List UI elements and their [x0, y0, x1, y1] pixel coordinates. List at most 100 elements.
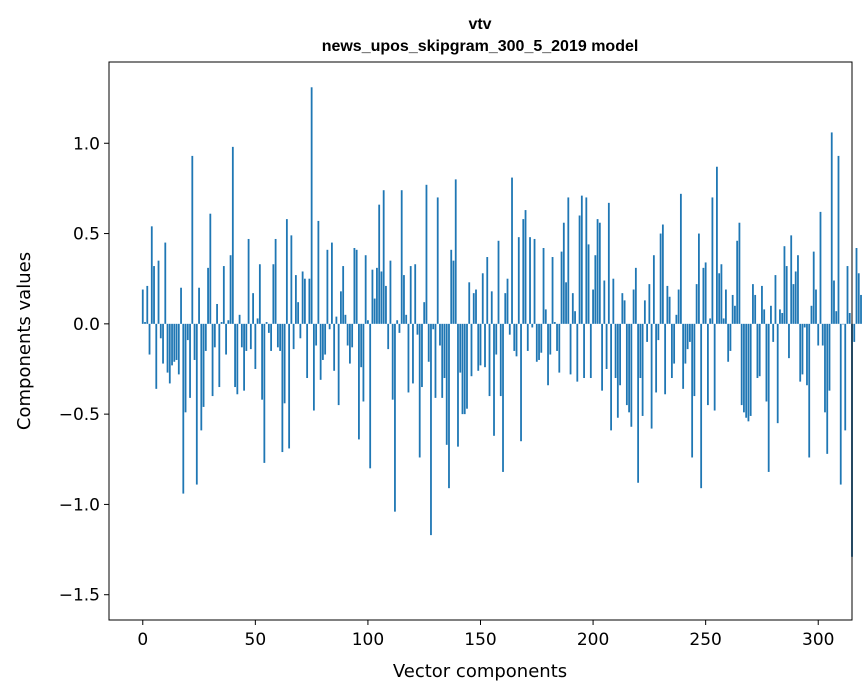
bar: [335, 316, 338, 324]
y-tick-label: −0.5: [59, 405, 100, 425]
bar: [376, 267, 378, 324]
bar: [821, 323, 824, 346]
bar: [747, 323, 750, 422]
bar: [276, 323, 279, 348]
bar: [297, 302, 300, 324]
bar: [842, 323, 844, 325]
bar: [349, 323, 351, 364]
bar: [463, 323, 466, 415]
bar: [425, 184, 428, 324]
bar: [436, 197, 439, 324]
bar: [544, 309, 547, 324]
bar: [191, 155, 194, 324]
bar: [632, 289, 635, 324]
bar: [698, 233, 700, 324]
bar: [734, 305, 736, 324]
bar: [722, 318, 725, 324]
bar: [439, 323, 441, 346]
bar: [612, 278, 615, 324]
bar: [403, 275, 405, 324]
bar: [745, 323, 748, 418]
bar: [707, 323, 709, 406]
bar: [292, 323, 295, 350]
bar: [596, 219, 599, 324]
bar: [308, 278, 311, 324]
bar: [531, 323, 534, 328]
bar: [587, 244, 590, 324]
bar: [659, 233, 662, 324]
bar: [272, 264, 275, 324]
bar: [569, 323, 572, 375]
bar: [806, 323, 808, 386]
bar: [729, 323, 732, 351]
bar: [682, 323, 685, 389]
bar: [614, 323, 617, 379]
bar: [351, 323, 354, 348]
bar: [445, 323, 448, 445]
bar: [625, 323, 628, 406]
bar: [189, 323, 191, 398]
bar: [679, 193, 682, 324]
bar: [535, 323, 538, 362]
bar: [378, 204, 381, 324]
bar: [209, 213, 212, 324]
bar: [418, 323, 421, 458]
bar: [180, 287, 182, 324]
bar: [603, 280, 606, 324]
bar: [254, 323, 257, 369]
bar: [443, 323, 446, 379]
bar: [630, 323, 633, 427]
bar: [686, 323, 689, 350]
bar: [459, 323, 462, 373]
bar: [650, 323, 653, 429]
bar: [321, 323, 324, 360]
bar: [481, 273, 484, 324]
bar: [312, 323, 315, 411]
bar: [364, 255, 367, 324]
bar: [274, 238, 277, 324]
bar: [571, 293, 574, 324]
bar: [592, 289, 594, 324]
bar: [567, 197, 570, 324]
bar: [547, 323, 549, 386]
bar: [508, 323, 511, 335]
bar: [664, 323, 667, 395]
bar: [837, 155, 840, 324]
bar: [727, 323, 730, 362]
bar: [648, 284, 651, 324]
y-tick-label: 0.5: [73, 225, 100, 245]
bar: [144, 322, 146, 324]
bar: [576, 323, 579, 382]
bar: [148, 323, 151, 355]
bar: [668, 296, 671, 324]
bar: [828, 323, 831, 391]
bar: [373, 298, 376, 324]
x-tick-label: 250: [689, 630, 721, 650]
bar: [589, 323, 592, 379]
bar: [691, 323, 694, 458]
bar: [673, 323, 676, 364]
bar: [340, 291, 342, 324]
y-tick-label: 0.0: [73, 315, 100, 335]
bar: [256, 318, 259, 324]
bar: [423, 302, 426, 324]
bar: [409, 266, 412, 324]
bar: [628, 323, 630, 413]
bar: [153, 266, 155, 324]
bar: [216, 303, 218, 324]
bar: [598, 222, 601, 324]
bar: [488, 323, 491, 397]
bar: [610, 323, 612, 431]
bar: [484, 323, 486, 368]
bar: [601, 323, 603, 391]
bar: [553, 322, 556, 324]
bar: [358, 323, 360, 440]
bar: [736, 240, 739, 324]
bar: [265, 322, 268, 324]
y-tick-label: 1.0: [73, 134, 100, 154]
bar-series: [141, 87, 862, 557]
bar: [452, 260, 455, 324]
bar: [155, 323, 158, 389]
